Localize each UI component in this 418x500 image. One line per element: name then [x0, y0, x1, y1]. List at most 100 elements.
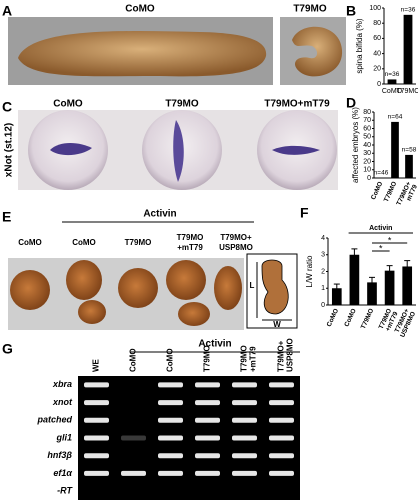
gel-band: [232, 470, 257, 476]
bar-annotation: n=46: [374, 170, 389, 177]
gel-band: [232, 417, 257, 423]
y-tick-label: 20: [373, 66, 381, 73]
gel-band: [195, 400, 220, 406]
gel-band: [269, 417, 294, 423]
gel-band: [269, 382, 294, 388]
panel-label: B: [346, 3, 356, 19]
x-tick-label: CoMO: [326, 308, 340, 328]
side-label: xNot (st.12): [4, 123, 15, 177]
gel-band: [195, 470, 220, 476]
panel-label: E: [2, 209, 11, 225]
x-tick-label: CoMO: [370, 181, 384, 201]
gel-band: [158, 417, 183, 423]
stain: [50, 143, 92, 156]
y-tick-label: 1: [321, 285, 325, 292]
gel-band: [232, 382, 257, 388]
gel-band: [121, 435, 146, 441]
explant-photo: [214, 266, 242, 310]
group-label: Activin: [143, 209, 176, 220]
lane-label: WE: [92, 358, 101, 372]
photo-label: T79MO+mT79: [264, 99, 330, 110]
y-tick-label: 70: [363, 117, 371, 124]
y-tick-label: 60: [373, 35, 381, 42]
y-axis-title: spina bifida (%): [355, 18, 364, 73]
y-tick-label: 0: [377, 81, 381, 88]
lane-label: CoMO: [166, 348, 175, 372]
gel-band: [84, 470, 109, 476]
gel-band: [269, 400, 294, 406]
gel-band: [269, 470, 294, 476]
significance-label: *: [388, 235, 392, 245]
photo-label: T79MO+ USP8MO: [219, 233, 253, 252]
gel-band: [269, 435, 294, 441]
y-tick-label: 0: [321, 302, 325, 309]
gel-band: [158, 400, 183, 406]
gene-label: ef1α: [53, 468, 72, 478]
photo-label: CoMO: [125, 4, 155, 15]
gel-band: [158, 382, 183, 388]
photo-label: T79MO: [165, 99, 199, 110]
x-tick-label: T79MO+USP8MO: [393, 307, 417, 338]
gel-band: [158, 470, 183, 476]
stain: [173, 120, 184, 182]
gel-band: [232, 453, 257, 459]
photo-label: CoMO: [18, 238, 42, 247]
lane-label: T79MO+USP8MO: [277, 338, 295, 372]
explant-photo: [166, 260, 206, 300]
gel-band: [84, 453, 109, 459]
photo-label: T79MO: [293, 4, 327, 15]
y-tick-label: 10: [363, 167, 371, 174]
y-tick-label: 40: [373, 50, 381, 57]
gel-band: [158, 453, 183, 459]
embryo-photo: [292, 26, 343, 77]
y-axis-title: affected embryos (%): [351, 107, 360, 183]
y-tick-label: 3: [321, 252, 325, 259]
y-tick-label: 50: [363, 134, 371, 141]
y-tick-label: 80: [373, 20, 381, 27]
inset-label: L: [250, 281, 255, 290]
x-tick-label: CoMO: [382, 88, 403, 95]
y-tick-label: 4: [321, 235, 325, 242]
bar: [405, 154, 413, 178]
stain: [272, 145, 320, 155]
group-label: Activin: [198, 339, 231, 350]
inset-drawing: [261, 259, 289, 315]
gel-band: [195, 417, 220, 423]
bar: [391, 121, 399, 178]
y-tick-label: 100: [369, 5, 381, 12]
bar: [349, 254, 360, 305]
gene-label: patched: [36, 415, 72, 425]
x-tick-label: CoMO: [343, 308, 357, 328]
explant-photo: [178, 302, 210, 326]
significance-label: *: [379, 243, 383, 253]
panel-label: G: [2, 341, 13, 357]
gel-band: [158, 435, 183, 441]
panel-label: A: [2, 3, 12, 19]
panel-label: D: [346, 95, 356, 111]
bar-annotation: n=64: [388, 114, 403, 121]
y-tick-label: 20: [363, 158, 371, 165]
gel-band: [195, 382, 220, 388]
gel-band: [84, 417, 109, 423]
gene-label: xnot: [52, 397, 73, 407]
y-tick-label: 40: [363, 142, 371, 149]
bar: [402, 266, 413, 305]
photo-label: T79MO+mT79: [177, 233, 204, 252]
inset-label: W: [273, 320, 281, 329]
bar-annotation: n=58: [402, 147, 417, 154]
y-axis-title: L/W ratio: [305, 255, 314, 288]
gene-label: -RT: [57, 486, 73, 496]
bar: [367, 282, 377, 305]
lane-label: T79MO: [203, 345, 212, 372]
x-tick-label: T79MO: [396, 88, 418, 95]
panel-label: F: [300, 205, 309, 221]
gel-band: [269, 453, 294, 459]
bar-annotation: n=36: [385, 71, 400, 78]
lane-label: T79MO+mT79: [240, 345, 258, 372]
explant-photo: [118, 268, 158, 308]
explant-photo: [10, 270, 50, 310]
gel-band: [195, 453, 220, 459]
bar-annotation: n=36: [401, 7, 416, 14]
